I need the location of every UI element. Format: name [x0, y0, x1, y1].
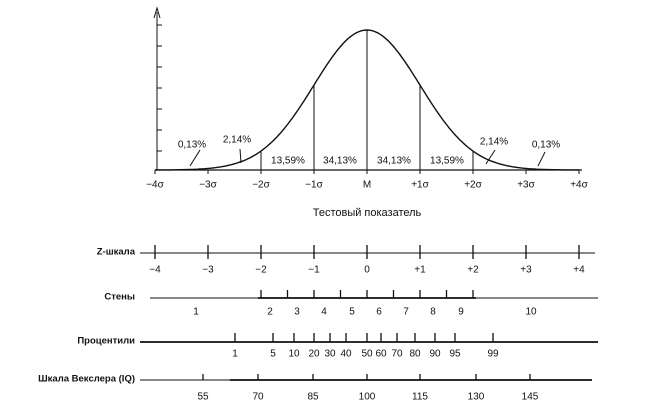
scale-label: 1 — [232, 349, 238, 360]
scale-label: 145 — [522, 392, 539, 403]
sigma-label: +4σ — [570, 180, 588, 191]
arrow — [485, 149, 496, 165]
scale-label: +2 — [467, 265, 479, 276]
area-percent-label: 34,13% — [323, 156, 357, 167]
scale-label: 5 — [270, 349, 276, 360]
scale-label: 55 — [197, 392, 209, 403]
scale-label: 80 — [409, 349, 421, 360]
area-percent-label: 2,14% — [480, 137, 508, 148]
scale-label: 50 — [361, 349, 373, 360]
scale-label: 1 — [193, 307, 199, 318]
scale-label: 7 — [403, 307, 409, 318]
scale-label: 70 — [391, 349, 403, 360]
scale-label: 6 — [376, 307, 382, 318]
scale-label: 70 — [252, 392, 264, 403]
scale-label: 90 — [429, 349, 441, 360]
scale-label: 40 — [340, 349, 352, 360]
scale-label: 99 — [487, 349, 499, 360]
scale-label: 85 — [307, 392, 319, 403]
area-percent-label: 34,13% — [377, 156, 411, 167]
arrow — [239, 148, 242, 164]
scale-label: 9 — [458, 307, 464, 318]
sigma-label: −4σ — [146, 180, 164, 191]
sigma-label: M — [363, 180, 371, 191]
scale-label: 115 — [412, 392, 428, 403]
scale-name: Процентили — [77, 336, 135, 347]
scale-label: 100 — [359, 392, 376, 403]
scale-label: 10 — [525, 307, 537, 318]
scale-label: 3 — [294, 307, 300, 318]
y-axis-arrow — [153, 6, 161, 19]
area-percent-label: 2,14% — [223, 135, 251, 146]
area-percent-label: 0,13% — [532, 140, 560, 151]
scale-label: 95 — [449, 349, 461, 360]
scale-label: 8 — [430, 307, 436, 318]
arrow — [537, 151, 546, 167]
scale-label: −3 — [202, 265, 214, 276]
scale-label: 60 — [375, 349, 387, 360]
scale-label: 30 — [324, 349, 336, 360]
scale-label: 0 — [364, 265, 370, 276]
scale-name: Стены — [104, 292, 135, 303]
scale-label: 2 — [267, 307, 273, 318]
scale-label: 20 — [308, 349, 320, 360]
sigma-label: +2σ — [464, 180, 482, 191]
scale-label: +4 — [573, 265, 585, 276]
area-percent-label: 0,13% — [178, 140, 206, 151]
scale-name: Шкала Векслера (IQ) — [38, 374, 135, 385]
scale-label: 5 — [349, 307, 355, 318]
scale-label: −4 — [149, 265, 161, 276]
scale-name: Z-шкала — [97, 247, 136, 258]
sigma-label: −2σ — [252, 180, 270, 191]
sigma-label: −1σ — [305, 180, 323, 191]
scale-label: −1 — [308, 265, 320, 276]
scale-label: +1 — [414, 265, 426, 276]
scale-label: −2 — [255, 265, 267, 276]
scale-label: 4 — [321, 307, 327, 318]
scale-label: 10 — [288, 349, 300, 360]
area-percent-label: 13,59% — [271, 156, 305, 167]
arrow — [189, 149, 201, 167]
scale-label: +3 — [520, 265, 532, 276]
area-percent-label: 13,59% — [430, 156, 464, 167]
scale-label: 130 — [468, 392, 485, 403]
sigma-label: +3σ — [517, 180, 535, 191]
x-axis-title: Тестовый показатель — [313, 207, 422, 219]
sigma-label: +1σ — [411, 180, 429, 191]
sigma-label: −3σ — [199, 180, 217, 191]
